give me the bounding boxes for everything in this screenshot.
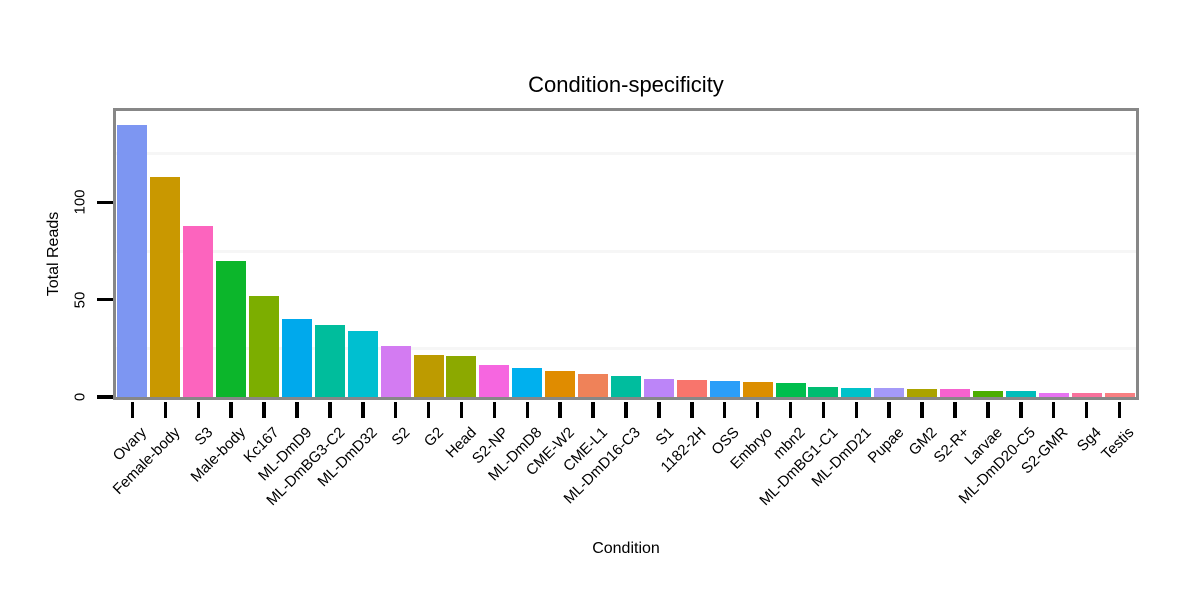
bar-S2 [380,346,411,397]
x-tick-mark [558,402,562,418]
x-tick-mark [986,402,990,418]
bar-Male-body [216,261,247,397]
chart-title: Condition-specificity [528,72,724,97]
x-tick-mark [459,402,464,418]
x-tick-mark [525,402,530,418]
bar-Testis [1104,393,1135,397]
minor-gridline [116,249,1136,253]
bar-OSS [709,381,740,397]
x-tick-mark [426,402,431,418]
x-tick-label-Testis: Testis [1098,424,1138,464]
x-tick-label-S3: S3 [191,424,217,450]
x-tick-mark [492,402,497,418]
minor-gridline [116,346,1136,350]
x-tick-mark [393,402,398,418]
x-tick-mark [196,402,200,418]
bar-Sg4 [1071,393,1102,397]
bar-ML-DmD20-C5 [1005,391,1036,397]
x-tick-mark [821,402,826,418]
x-tick-mark [130,402,135,418]
x-tick-label-Pupae: Pupae [864,424,908,467]
x-tick-label-S1: S1 [651,424,677,450]
bar-GM2 [907,389,938,397]
x-axis-title: Condition [592,540,660,557]
x-tick-mark [262,402,266,418]
plot-area [116,111,1136,397]
bar-ML-DmBG1-C1 [808,387,839,397]
x-tick-mark [591,402,595,418]
x-tick-mark [295,402,299,418]
bar-S2-R+ [940,389,971,397]
x-tick-mark [953,402,957,418]
y-axis-title: Total Reads [45,211,62,297]
bar-Larvae [972,391,1003,397]
bar-Embryo [742,382,773,397]
bar-Ovary [117,125,148,397]
x-tick-mark [920,402,924,418]
bar-S2-NP [479,365,510,397]
bar-G2 [413,355,444,397]
x-tick-mark [361,402,365,418]
x-tick-mark [328,402,332,418]
x-tick-mark [854,402,859,418]
bar-ML-DmD21 [841,388,872,397]
x-tick-mark [163,402,168,418]
minor-gridline [116,152,1136,156]
x-tick-mark [1019,402,1023,418]
bar-ML-DmD32 [347,331,378,397]
x-tick-label-G2: G2 [420,424,447,451]
y-tick-mark [97,200,113,205]
x-tick-mark [690,402,694,418]
bar-ML-DmBG3-C2 [314,325,345,397]
bar-Female-body [150,177,181,397]
y-tick-label: 50 [71,291,89,309]
bar-CME-L1 [578,374,609,397]
x-tick-mark [1051,402,1056,418]
x-tick-mark [1117,402,1122,418]
bar-S2-GMR [1038,393,1069,397]
bar-ML-DmD8 [512,368,543,397]
y-tick-label: 0 [71,392,89,402]
plot-panel [113,108,1139,400]
bar-S1 [643,379,674,397]
x-tick-mark [657,402,661,418]
bar-S3 [183,226,214,397]
y-tick-mark [97,297,113,302]
bar-ML-DmD9 [281,319,312,397]
x-tick-label-S2: S2 [388,424,414,450]
bar-1182-2H [676,380,707,397]
x-tick-mark [229,402,233,418]
bar-ML-DmD16-C3 [611,376,641,397]
x-tick-mark [887,402,891,418]
bar-mbn2 [775,383,806,397]
bar-Pupae [874,388,905,397]
x-tick-mark [755,402,760,418]
y-tick-label: 100 [71,189,89,215]
x-tick-mark [788,402,793,418]
bar-CME-W2 [545,371,576,397]
x-tick-mark [722,402,727,418]
bar-Kc167 [249,296,280,397]
x-tick-mark [624,402,628,418]
y-tick-mark [97,395,113,399]
x-tick-mark [1084,402,1089,418]
bar-Head [446,356,477,397]
